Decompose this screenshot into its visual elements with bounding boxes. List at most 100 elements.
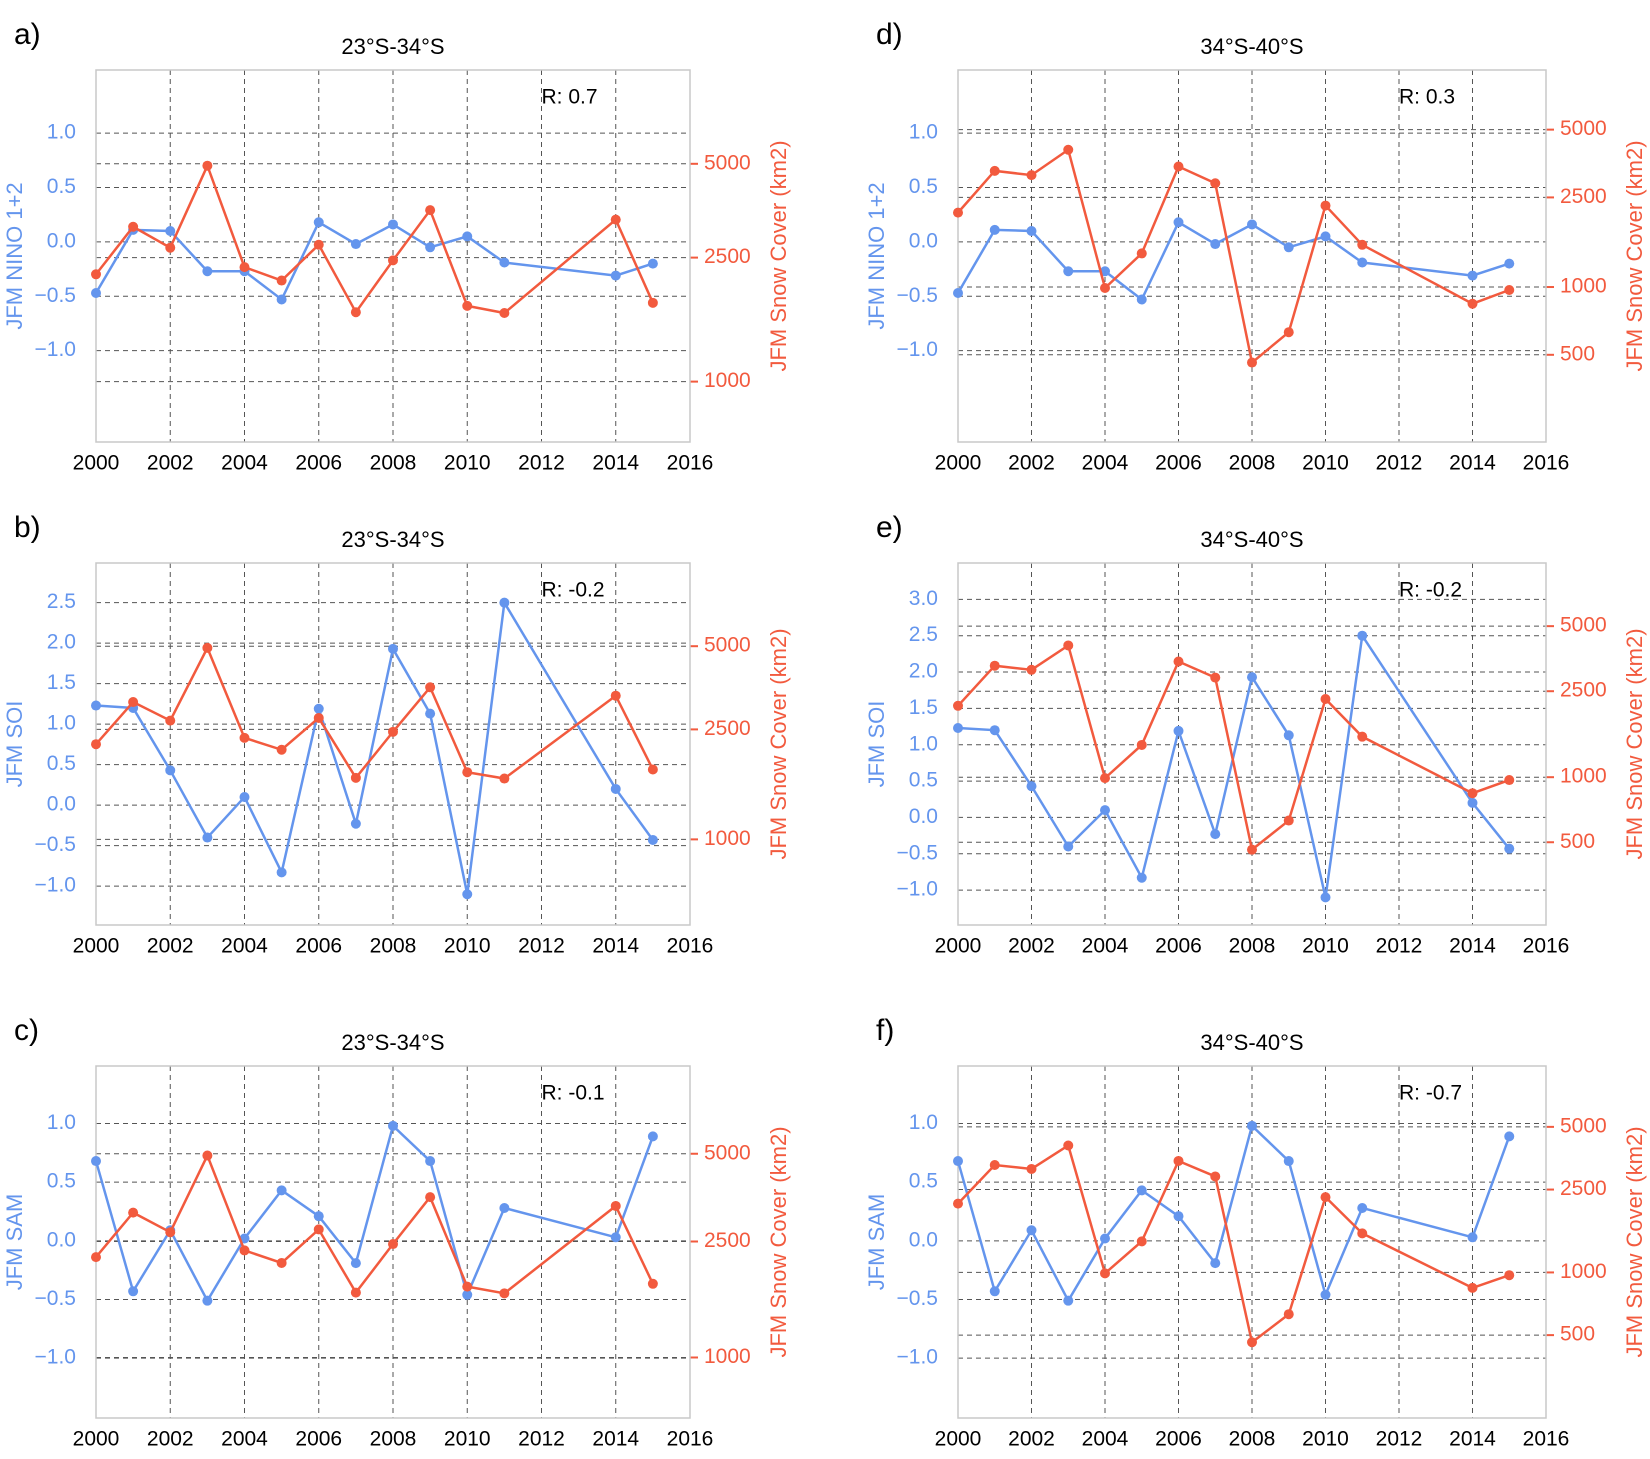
- data-point: [1136, 1185, 1147, 1196]
- annotation: R: 0.3: [1399, 86, 1455, 109]
- y2-axis-label: JFM Snow Cover (km2): [1622, 1126, 1647, 1357]
- y-tick-label: 0.0: [909, 229, 938, 252]
- data-point: [989, 1286, 1000, 1297]
- y-tick-label: −1.0: [35, 338, 76, 361]
- y2-tick-label: 2500: [704, 1229, 751, 1252]
- data-point: [202, 1150, 213, 1161]
- data-point: [91, 1156, 101, 1167]
- data-point: [610, 690, 621, 701]
- data-point: [953, 1156, 963, 1167]
- data-point: [425, 708, 436, 719]
- plot-frame: [95, 1065, 691, 1419]
- data-point: [276, 867, 287, 878]
- data-point: [989, 1159, 1000, 1170]
- y-tick-label: −0.5: [35, 833, 76, 856]
- y2-tick-label: 5000: [704, 1141, 751, 1164]
- y2-tick-label: 5000: [704, 634, 751, 657]
- data-point: [1100, 805, 1110, 816]
- chart-title: 23°S-34°S: [341, 34, 444, 59]
- y2-axis-label: JFM Snow Cover (km2): [766, 628, 791, 859]
- x-tick-label: 2010: [444, 935, 491, 958]
- plot-frame: [95, 69, 691, 443]
- data-point: [1173, 161, 1184, 172]
- series-line: [95, 162, 655, 315]
- x-tick-label: 2010: [1302, 452, 1349, 475]
- y2-tick-label: 500: [1560, 830, 1595, 853]
- y-tick-label: −0.5: [897, 1287, 938, 1310]
- x-tick-label: 2000: [935, 452, 982, 475]
- data-point: [1283, 327, 1294, 338]
- series-line: [957, 632, 1511, 898]
- data-point: [1210, 239, 1221, 250]
- data-point: [1173, 217, 1184, 228]
- y-tick-label: −0.5: [897, 284, 938, 307]
- data-point: [1173, 725, 1184, 736]
- data-point: [1026, 1225, 1037, 1236]
- data-point: [313, 239, 324, 250]
- data-point: [647, 764, 658, 775]
- data-point: [1504, 1131, 1515, 1142]
- data-point: [499, 773, 510, 784]
- x-tick-label: 2002: [147, 452, 194, 475]
- data-point: [425, 682, 436, 693]
- y2-tick-label: 1000: [1560, 275, 1607, 298]
- chart-title: 34°S-40°S: [1200, 34, 1303, 59]
- y-tick-label: −0.5: [897, 841, 938, 864]
- y-tick-label: 1.5: [47, 671, 76, 694]
- data-point: [1320, 200, 1331, 211]
- data-point: [462, 300, 473, 311]
- x-tick-label: 2008: [1229, 935, 1276, 958]
- chart-title: 23°S-34°S: [341, 527, 444, 552]
- x-tick-label: 2016: [1523, 935, 1570, 958]
- data-point: [989, 725, 1000, 736]
- y2-tick-label: 1000: [704, 1345, 751, 1368]
- data-point: [1504, 775, 1515, 786]
- data-point: [1504, 843, 1515, 854]
- annotation: R: -0.1: [542, 1082, 605, 1105]
- x-tick-label: 2000: [73, 935, 120, 958]
- x-tick-label: 2010: [1302, 1428, 1349, 1451]
- data-point: [313, 217, 324, 228]
- data-point: [462, 1281, 473, 1292]
- series-line: [957, 1143, 1510, 1345]
- data-point: [1136, 248, 1147, 259]
- data-point: [1100, 283, 1110, 294]
- x-tick-label: 2010: [1302, 935, 1349, 958]
- plot-frame: [957, 562, 1547, 926]
- y-tick-label: −1.0: [897, 1346, 938, 1369]
- data-point: [425, 205, 436, 216]
- x-tick-label: 2008: [1229, 452, 1276, 475]
- data-point: [1026, 781, 1037, 792]
- y-tick-label: 0.0: [47, 1228, 76, 1251]
- y2-axis-label: JFM Snow Cover (km2): [766, 1126, 791, 1357]
- series-line: [956, 220, 1510, 302]
- data-point: [1100, 266, 1110, 277]
- data-point: [462, 767, 473, 778]
- data-point: [462, 889, 473, 900]
- x-tick-label: 2010: [444, 1428, 491, 1451]
- y-tick-label: −0.5: [35, 1287, 76, 1310]
- data-point: [239, 1245, 250, 1256]
- data-point: [953, 207, 963, 218]
- annotation: R: 0.7: [542, 86, 598, 109]
- data-point: [1283, 1156, 1294, 1167]
- x-tick-label: 2014: [592, 935, 639, 958]
- y2-tick-label: 5000: [1560, 117, 1607, 140]
- data-point: [1100, 1233, 1110, 1244]
- data-point: [165, 225, 176, 236]
- y-tick-label: 2.5: [47, 590, 76, 613]
- chart-title: 34°S-40°S: [1200, 527, 1303, 552]
- data-point: [388, 1239, 398, 1250]
- y-tick-label: 0.0: [47, 793, 76, 816]
- data-point: [313, 712, 324, 723]
- panel-label: c): [14, 1014, 39, 1047]
- data-point: [1210, 1258, 1221, 1269]
- data-point: [1467, 270, 1478, 281]
- x-tick-label: 2004: [1082, 935, 1129, 958]
- y-tick-label: 1.0: [909, 732, 938, 755]
- data-point: [350, 239, 361, 250]
- data-point: [1504, 258, 1515, 269]
- y-axis-label: JFM SOI: [2, 701, 27, 788]
- y2-tick-label: 5000: [1560, 614, 1607, 637]
- data-point: [202, 832, 213, 843]
